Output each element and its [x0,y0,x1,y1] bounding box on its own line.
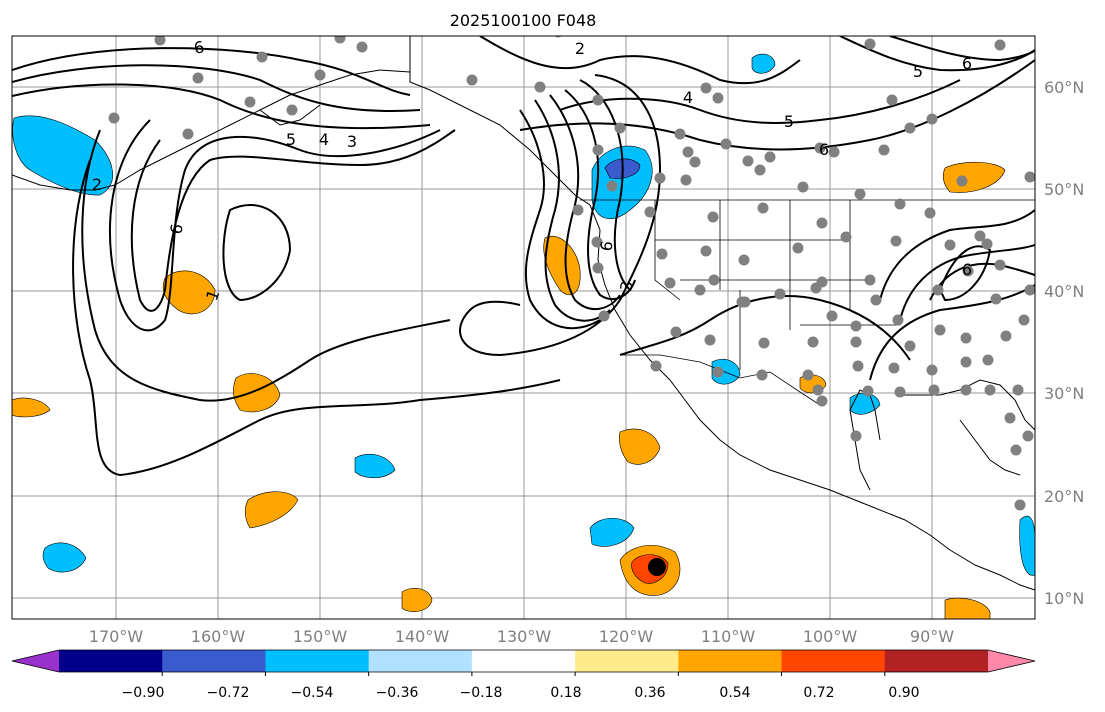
contour-label: 6 [962,260,972,279]
orange-patch-hawaii [401,587,433,613]
cyan-patch-caribbean [1019,515,1035,576]
cyan-patch-sw-pac [42,542,87,573]
contour-label: 5 [913,62,923,81]
contour-label: 6 [166,222,186,235]
contour-label: 4 [683,88,693,107]
orange-patch-calif [543,236,581,295]
cyan-patch-gulf [849,392,881,415]
colorbar-segment [368,650,473,672]
colorbar-tick-label: −0.18 [460,685,503,701]
lon-label: 170°W [89,627,144,646]
colorbar-extend-min [12,650,59,672]
colorbar-tick-label: −0.54 [291,685,334,701]
colorbar-segment [162,650,266,672]
plot-title: 2025100100 F048 [450,11,597,30]
colorbar-tick-label: −0.72 [207,685,250,701]
colorbar-segment [781,650,886,672]
lat-label: 10°N [1044,589,1084,608]
contour-label: 2 [575,39,585,58]
contour-labels: 6 2 6 5 4 3 6 1 2 4 5 5 6 6 3 6 [92,37,972,303]
colorbar-segment [59,650,163,672]
colorbar-tick-label: 0.36 [634,685,665,701]
longitude-labels: 170°W 160°W 150°W 140°W 130°W 120°W 110°… [89,627,954,646]
colorbar-outline [11,649,1036,673]
lon-label: 100°W [803,627,858,646]
colorbar-segment [575,650,679,672]
colorbar-tick-label: 0.90 [888,685,919,701]
orange-patch-pacific [162,270,216,315]
cyan-patch-northwest [751,53,776,74]
lon-label: 90°W [910,627,954,646]
contour-label: 6 [962,54,972,73]
station-markers [108,36,1035,511]
colorbar [11,649,1036,676]
colorbar-segment [265,650,370,672]
orange-patch-mid [233,373,281,413]
contour-label: 5 [784,112,794,131]
map-border [11,35,1036,620]
lon-label: 140°W [395,627,450,646]
colorbar-tick-label: 0.18 [550,685,581,701]
colorbar-segment [884,650,989,672]
storm-center-marker [648,558,666,576]
lon-label: 150°W [293,627,348,646]
lon-label: 160°W [191,627,246,646]
latitude-labels: 60°N 50°N 40°N 30°N 20°N 10°N [1044,78,1084,608]
orange-patch-mexico [618,428,661,465]
contour-label: 5 [286,130,296,149]
contour-label: 6 [819,140,829,159]
lat-label: 30°N [1044,384,1084,403]
contour-label: 6 [192,37,205,57]
coastlines [12,36,1035,591]
lat-label: 50°N [1044,180,1084,199]
orange-patch-west [12,397,51,418]
colorbar-segment [678,650,783,672]
colorbar-tick-labels: −0.90 −0.72 −0.54 −0.36 −0.18 0.18 0.36 … [122,685,920,701]
colorbar-tick-label: 0.72 [803,685,834,701]
contour-label: 4 [319,130,329,149]
cyan-patch-baja [711,358,741,385]
orange-patch-south [244,491,299,529]
lon-label: 120°W [599,627,654,646]
colorbar-extend-max [988,650,1035,672]
colorbar-segment [471,650,576,672]
cyan-patch-mid-pac [589,517,635,547]
contour-label: 6 [596,239,616,252]
graticule [12,36,1035,619]
contour-label: 3 [347,132,357,151]
orange-patch-se [944,597,991,619]
map-panel: 6 2 6 5 4 3 6 1 2 4 5 5 6 6 3 6 [11,35,1036,620]
lat-label: 20°N [1044,487,1084,506]
cyan-patch-south-pac [354,454,396,479]
colorbar-tick-label: −0.36 [376,685,419,701]
contour-label: 2 [92,175,102,194]
lon-label: 130°W [497,627,552,646]
colorbar-tick-label: −0.90 [122,685,165,701]
lat-label: 40°N [1044,282,1084,301]
colorbar-tick-label: 0.54 [719,685,750,701]
contour-label: 3 [616,279,636,292]
lon-label: 110°W [701,627,756,646]
lat-label: 60°N [1044,78,1084,97]
